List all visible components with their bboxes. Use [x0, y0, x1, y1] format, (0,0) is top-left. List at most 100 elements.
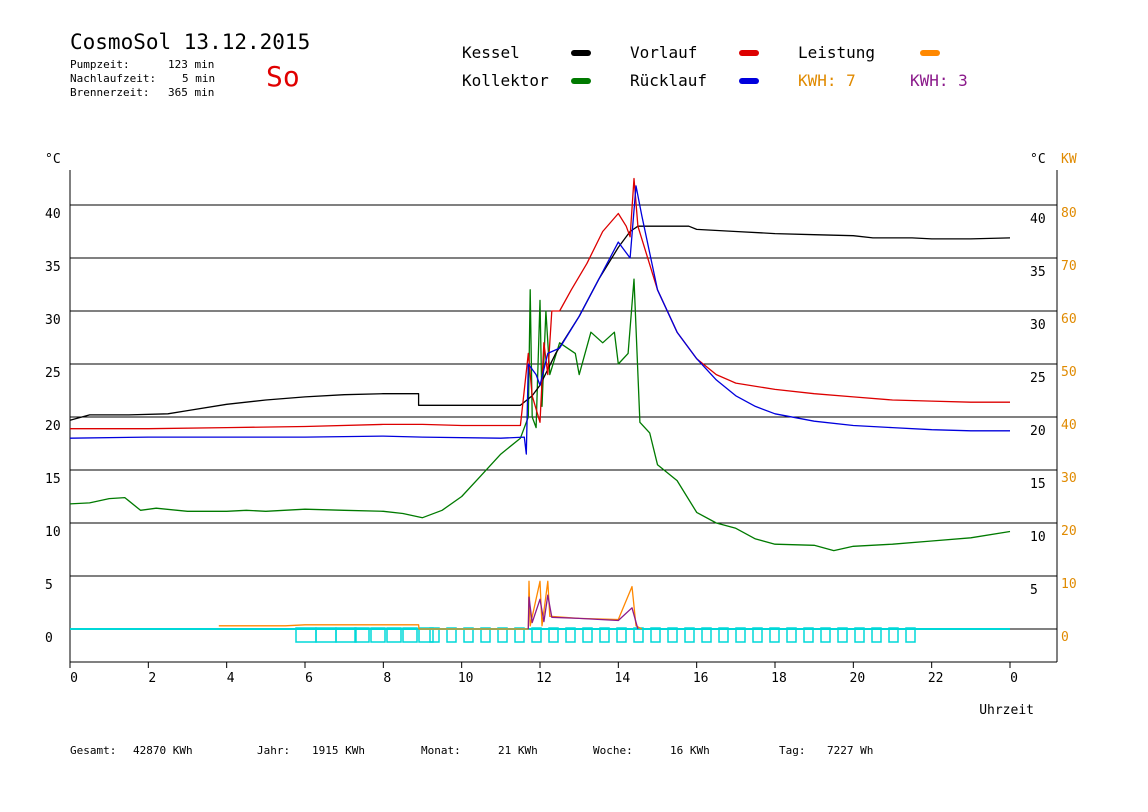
y-tick-label-kw: 50 — [1061, 365, 1077, 380]
series-purple-line — [527, 594, 639, 630]
pump-status-box — [837, 627, 848, 643]
footer-value: 42870 KWh — [133, 744, 193, 757]
pump-status-box — [446, 627, 457, 643]
y-axis-label-kw: KW — [1061, 152, 1077, 167]
legend-kessel: Kessel — [462, 43, 520, 62]
pump-status-box — [514, 627, 525, 643]
pump-status-box — [370, 627, 386, 643]
pump-status-box — [386, 627, 402, 643]
stat-label: Nachlaufzeit: — [70, 72, 157, 85]
y-tick-label-kw: 30 — [1061, 471, 1077, 486]
pump-status-box — [531, 627, 542, 643]
y-tick-label-kw: 20 — [1061, 524, 1077, 539]
x-tick-label: 16 — [693, 671, 709, 686]
footer-label: Monat: — [421, 744, 461, 757]
pump-status-box — [667, 627, 678, 643]
legend-swatch-vorlauf — [739, 50, 759, 56]
y-tick-label-right: 20 — [1030, 424, 1046, 439]
pump-status-box — [888, 627, 899, 643]
pump-status-box — [701, 627, 712, 643]
pump-status-box — [429, 627, 440, 643]
footer-label: Woche: — [593, 744, 633, 757]
y-tick-label-kw: 60 — [1061, 312, 1077, 327]
legend-vorlauf: Vorlauf — [630, 43, 698, 62]
x-tick-label: 8 — [383, 671, 391, 686]
footer-value: 1915 KWh — [312, 744, 365, 757]
pump-status-box — [402, 627, 418, 643]
y-tick-label-left: 5 — [45, 578, 53, 593]
pump-status-box — [752, 627, 763, 643]
y-tick-label-right: 30 — [1030, 318, 1046, 333]
legend-kollektor: Kollektor — [462, 71, 549, 90]
y-tick-label-left: 15 — [45, 472, 61, 487]
x-tick-label: 14 — [615, 671, 631, 686]
weekday-label: So — [266, 60, 300, 93]
y-tick-label-right: 25 — [1030, 371, 1046, 386]
legend-swatch-ruecklauf — [739, 78, 759, 84]
pump-status-box — [820, 627, 831, 643]
pump-status-box — [418, 627, 434, 643]
x-tick-label: 4 — [227, 671, 235, 686]
y-tick-label-kw: 70 — [1061, 259, 1077, 274]
y-tick-label-left: 25 — [45, 366, 61, 381]
y-tick-label-right: 10 — [1030, 530, 1046, 545]
stat-value: 123 min — [168, 58, 215, 71]
pump-status-box — [335, 627, 357, 643]
y-tick-label-left: 20 — [45, 419, 61, 434]
x-tick-label: 18 — [771, 671, 787, 686]
stat-value: 5 min — [182, 72, 216, 85]
stat-label: Brennerzeit: — [70, 86, 150, 99]
y-tick-label-kw: 40 — [1061, 418, 1077, 433]
y-axis-label-left: °C — [45, 152, 61, 167]
pump-status-box — [871, 627, 882, 643]
pump-status-box — [905, 627, 916, 643]
pump-status-box — [315, 627, 337, 643]
x-tick-label: 6 — [305, 671, 313, 686]
pump-status-box — [718, 627, 729, 643]
y-tick-label-left: 10 — [45, 525, 61, 540]
y-tick-label-kw: 80 — [1061, 206, 1077, 221]
series-kollektor-line — [69, 278, 1011, 552]
y-axis-label-right: °C — [1030, 152, 1046, 167]
y-tick-label-right: 15 — [1030, 477, 1046, 492]
series-ruecklauf-line — [69, 185, 1010, 455]
pump-status-box — [650, 627, 661, 643]
x-tick-label: 0 — [70, 671, 78, 686]
pump-status-box — [480, 627, 491, 643]
y-tick-label-right: 35 — [1030, 265, 1046, 280]
y-tick-label-left: 30 — [45, 313, 61, 328]
legend-kwh-2: KWH: 3 — [910, 71, 968, 90]
legend-kwh-1: KWH: 7 — [798, 71, 856, 90]
legend-ruecklauf: Rücklauf — [630, 71, 708, 90]
pump-status-box — [565, 627, 576, 643]
pump-status-box — [684, 627, 695, 643]
pump-status-box — [497, 627, 508, 643]
stat-label: Pumpzeit: — [70, 58, 130, 71]
y-tick-label-left: 35 — [45, 260, 61, 275]
pump-status-box — [582, 627, 593, 643]
pump-status-box — [633, 627, 644, 643]
pump-status-box — [854, 627, 865, 643]
pump-status-box — [616, 627, 627, 643]
pump-status-box — [354, 627, 370, 643]
legend-swatch-kollektor — [571, 78, 591, 84]
legend-leistung: Leistung — [798, 43, 876, 62]
y-tick-label-right: 5 — [1030, 583, 1038, 598]
pump-status-box — [769, 627, 780, 643]
pump-status-box — [786, 627, 797, 643]
y-tick-label-kw: 0 — [1061, 630, 1069, 645]
footer-label: Jahr: — [257, 744, 291, 757]
y-tick-label-left: 0 — [45, 631, 53, 646]
x-axis-label: Uhrzeit — [979, 703, 1034, 718]
legend-swatch-leistung — [920, 50, 940, 56]
x-tick-label: 0 — [1010, 671, 1018, 686]
pump-status-box — [463, 627, 474, 643]
x-tick-label: 20 — [850, 671, 866, 686]
legend-swatch-kessel — [571, 50, 591, 56]
footer-value: 7227 Wh — [827, 744, 874, 757]
series-leistung-line — [218, 580, 643, 630]
footer-label: Gesamt: — [70, 744, 117, 757]
pump-status-box — [803, 627, 814, 643]
pump-status-box — [295, 627, 317, 643]
